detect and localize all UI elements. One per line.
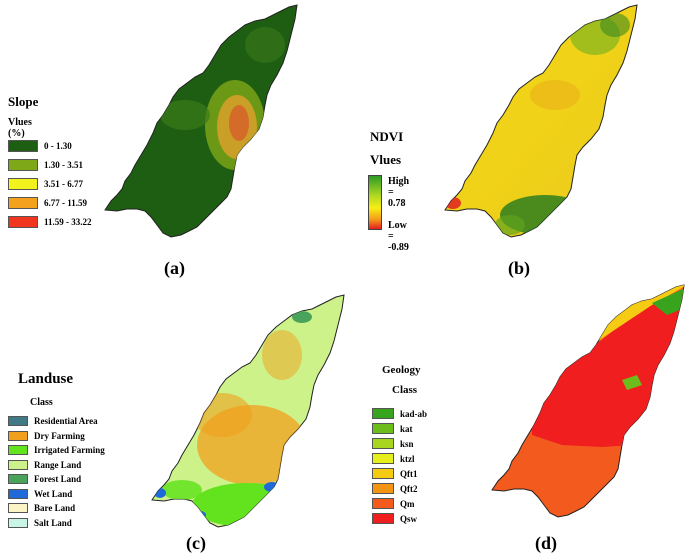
- legend-label: Range Land: [34, 459, 82, 470]
- ndvi-map: [444, 4, 638, 238]
- legend-swatch: [372, 453, 394, 464]
- legend-label: Wet Land: [34, 488, 73, 499]
- legend-label: 1.30 - 3.51: [44, 160, 83, 170]
- legend-swatch: [8, 178, 38, 190]
- legend-swatch: [372, 483, 394, 494]
- legend-swatch: [372, 438, 394, 449]
- legend-label: 6.77 - 11.59: [44, 198, 88, 208]
- slope-subtitle: Vlues (%): [8, 117, 32, 139]
- legend-label: Qm: [400, 498, 415, 509]
- legend-item: Forest Land: [8, 474, 81, 484]
- legend-item: Qm: [372, 498, 415, 509]
- legend-label: ktzl: [400, 453, 415, 464]
- legend-label: Irrigated Farming: [34, 445, 105, 455]
- legend-item: ksn: [372, 438, 414, 449]
- landuse-map: [151, 294, 345, 528]
- legend-swatch: [8, 197, 38, 209]
- landuse-title: Landuse: [18, 371, 74, 387]
- caption-b: (b): [508, 258, 530, 278]
- legend-swatch: [8, 474, 28, 484]
- legend-item: 11.59 - 33.22: [8, 216, 92, 228]
- legend-item: kat: [372, 423, 413, 434]
- legend-swatch: [372, 468, 394, 479]
- legend-item: 3.51 - 6.77: [8, 178, 83, 190]
- legend-label: Dry Farming: [34, 430, 85, 441]
- geology-map: [491, 284, 685, 518]
- legend-swatch: [8, 445, 28, 455]
- legend-item: 6.77 - 11.59: [8, 197, 87, 209]
- legend-item: Qsw: [372, 513, 417, 524]
- ndvi-title: NDVI: [370, 129, 404, 144]
- ndvi-high-label: High = 0.78: [388, 176, 410, 209]
- legend-label: Qft1: [400, 468, 418, 479]
- legend-swatch: [372, 423, 394, 434]
- legend-item: Salt Land: [8, 517, 72, 528]
- ndvi-low-label: Low = -0.89: [388, 220, 409, 253]
- legend-item: ktzl: [372, 453, 415, 464]
- legend-swatch: [8, 517, 28, 528]
- legend-label: 0 - 1.30: [44, 141, 72, 151]
- legend-label: Bare Land: [34, 503, 76, 513]
- legend-item: Dry Farming: [8, 430, 85, 441]
- legend-item: Wet Land: [8, 488, 73, 499]
- legend-swatch: [8, 159, 38, 171]
- legend-item: 0 - 1.30: [8, 140, 72, 152]
- ndvi-subtitle: Vlues: [370, 152, 402, 167]
- legend-label: Residential Area: [34, 416, 98, 426]
- caption-c: (c): [186, 533, 206, 553]
- legend-item: kad-ab: [372, 408, 427, 419]
- caption-a: (a): [164, 258, 185, 278]
- legend-swatch: [8, 503, 28, 513]
- legend-item: Irrigated Farming: [8, 445, 105, 455]
- legend-label: kat: [400, 423, 413, 434]
- legend-swatch: [8, 488, 28, 499]
- legend-swatch: [372, 498, 394, 509]
- legend-item: Bare Land: [8, 503, 75, 513]
- legend-label: 3.51 - 6.77: [44, 179, 83, 189]
- legend-label: Salt Land: [34, 517, 72, 528]
- legend-label: Qft2: [400, 483, 418, 494]
- legend-label: Forest Land: [34, 474, 82, 484]
- geology-subtitle: Class: [392, 384, 418, 396]
- geology-title: Geology: [382, 364, 421, 376]
- slope-map: [104, 4, 298, 238]
- legend-swatch: [372, 408, 394, 419]
- legend-swatch: [8, 430, 28, 441]
- legend-item: Residential Area: [8, 416, 98, 426]
- caption-d: (d): [535, 533, 557, 553]
- ndvi-color-ramp: [368, 175, 382, 230]
- legend-item: 1.30 - 3.51: [8, 159, 83, 171]
- legend-item: Range Land: [8, 459, 82, 470]
- legend-label: ksn: [400, 438, 414, 449]
- legend-item: Qft1: [372, 468, 418, 479]
- legend-swatch: [8, 216, 38, 228]
- legend-label: 11.59 - 33.22: [44, 217, 92, 227]
- landuse-subtitle: Class: [30, 397, 53, 408]
- legend-swatch: [8, 416, 28, 426]
- legend-label: kad-ab: [400, 408, 428, 419]
- legend-swatch: [8, 140, 38, 152]
- slope-title: Slope: [8, 94, 39, 109]
- legend-swatch: [8, 459, 28, 470]
- legend-label: Qsw: [400, 513, 418, 524]
- legend-item: Qft2: [372, 483, 418, 494]
- legend-swatch: [372, 513, 394, 524]
